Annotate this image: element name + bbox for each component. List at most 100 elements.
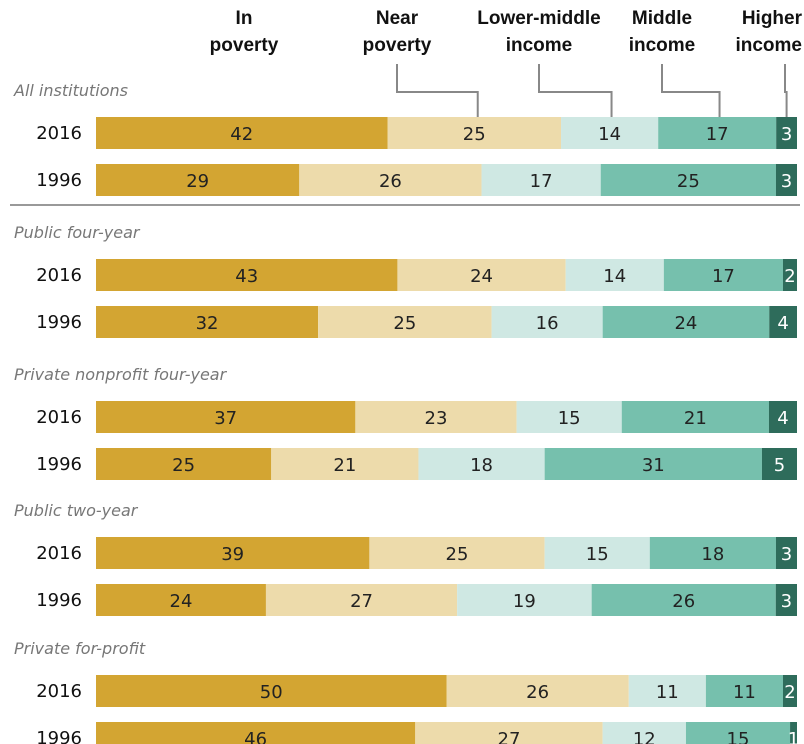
bar-segment-lower-middle-income — [561, 117, 659, 149]
data-label: 2 — [784, 682, 795, 703]
data-label: 14 — [598, 124, 621, 145]
bar-segment-near-poverty — [271, 448, 419, 480]
bar-segment-in-poverty — [96, 675, 447, 707]
bar-segment-lower-middle-income — [565, 259, 664, 291]
data-label: 15 — [727, 729, 750, 744]
group-public-two-year: Public two-year 2016 39 25 15 18 3 1996 24 27 19 26… — [14, 501, 797, 616]
data-label: 26 — [526, 682, 549, 703]
bar-row-2016: 2016 37 23 15 21 4 — [36, 401, 797, 433]
data-label: 39 — [221, 544, 244, 565]
bar-segment-in-poverty — [96, 584, 266, 616]
year-label: 2016 — [36, 265, 82, 286]
bar-segment-middle-income — [658, 117, 777, 149]
data-label: 25 — [393, 313, 416, 334]
legend-label-middle-income: Middle income — [629, 8, 696, 56]
data-label: 14 — [603, 266, 626, 287]
data-label: 1 — [788, 729, 799, 744]
bar-segment-higher-income — [761, 448, 797, 480]
leader-line-higher-income — [784, 64, 788, 117]
bar-segment-middle-income — [663, 259, 783, 291]
bar-segment-higher-income — [776, 117, 797, 149]
data-label: 23 — [425, 408, 448, 429]
data-label: 26 — [379, 171, 402, 192]
data-label: 43 — [235, 266, 258, 287]
bar-segment-in-poverty — [96, 117, 388, 149]
bar-segment-higher-income — [775, 584, 797, 616]
bar-segment-middle-income — [705, 675, 783, 707]
legend-label-in-poverty: In poverty — [210, 8, 279, 56]
bar-row-1996: 1996 32 25 16 24 4 — [36, 306, 797, 338]
data-label: 3 — [781, 171, 792, 192]
data-label: 12 — [633, 729, 656, 744]
leader-line-near-poverty — [396, 64, 479, 117]
year-label: 1996 — [36, 590, 82, 611]
data-label: 27 — [350, 591, 373, 612]
bar-segment-near-poverty — [387, 117, 562, 149]
year-label: 2016 — [36, 123, 82, 144]
data-label: 4 — [777, 408, 788, 429]
data-label: 21 — [684, 408, 707, 429]
data-label: 37 — [214, 408, 237, 429]
year-label: 1996 — [36, 728, 82, 744]
bar-segment-near-poverty — [369, 537, 545, 569]
data-label: 15 — [586, 544, 609, 565]
bar-segment-near-poverty — [299, 164, 482, 196]
group-public-four-year: Public four-year 2016 43 24 14 17 2 1996 32 25 16 2… — [14, 223, 797, 338]
bar-segment-middle-income — [602, 306, 770, 338]
bar-segment-higher-income — [769, 306, 797, 338]
bar-segment-in-poverty — [96, 722, 416, 744]
bar-segment-in-poverty — [96, 537, 370, 569]
leader-line-middle-income — [661, 64, 721, 117]
bar-segment-lower-middle-income — [491, 306, 603, 338]
data-label: 31 — [642, 455, 665, 476]
bar-segment-higher-income — [775, 537, 797, 569]
year-label: 1996 — [36, 454, 82, 475]
data-label: 42 — [230, 124, 253, 145]
data-label: 29 — [186, 171, 209, 192]
bar-segment-higher-income — [782, 259, 797, 291]
bar-segment-middle-income — [600, 164, 776, 196]
data-label: 25 — [446, 544, 469, 565]
bar-segment-higher-income — [768, 401, 797, 433]
bar-row-2016: 2016 42 25 14 17 3 — [36, 117, 797, 149]
bar-row-1996: 1996 24 27 19 26 3 — [36, 584, 797, 616]
data-label: 17 — [706, 124, 729, 145]
year-label: 2016 — [36, 543, 82, 564]
data-label: 4 — [777, 313, 788, 334]
bar-segment-higher-income — [790, 722, 797, 744]
bar-segment-middle-income — [544, 448, 762, 480]
data-label: 11 — [733, 682, 756, 703]
data-label: 32 — [196, 313, 219, 334]
bar-segment-lower-middle-income — [544, 537, 650, 569]
legend-label-near-poverty: Near poverty — [363, 8, 432, 56]
data-label: 50 — [260, 682, 283, 703]
data-label: 18 — [470, 455, 493, 476]
group-title: Private nonprofit four-year — [14, 365, 228, 384]
bar-segment-lower-middle-income — [481, 164, 601, 196]
data-label: 16 — [536, 313, 559, 334]
bar-row-1996: 1996 46 27 12 15 1 — [36, 722, 799, 744]
data-label: 5 — [774, 455, 785, 476]
data-label: 24 — [470, 266, 493, 287]
data-label: 2 — [784, 266, 795, 287]
bar-row-1996: 1996 29 26 17 25 3 — [36, 164, 797, 196]
bar-segment-middle-income — [591, 584, 776, 616]
bar-segment-near-poverty — [265, 584, 458, 616]
data-label: 27 — [498, 729, 521, 744]
bar-segment-middle-income — [685, 722, 791, 744]
data-label: 17 — [712, 266, 735, 287]
legend-leader-lines — [396, 64, 788, 117]
bar-row-1996: 1996 25 21 18 31 5 — [36, 448, 797, 480]
year-label: 1996 — [36, 312, 82, 333]
data-label: 3 — [781, 544, 792, 565]
bar-segment-near-poverty — [355, 401, 517, 433]
group-title: All institutions — [13, 81, 128, 100]
bar-segment-middle-income — [621, 401, 769, 433]
data-label: 25 — [172, 455, 195, 476]
bar-segment-lower-middle-income — [628, 675, 706, 707]
year-label: 2016 — [36, 681, 82, 702]
